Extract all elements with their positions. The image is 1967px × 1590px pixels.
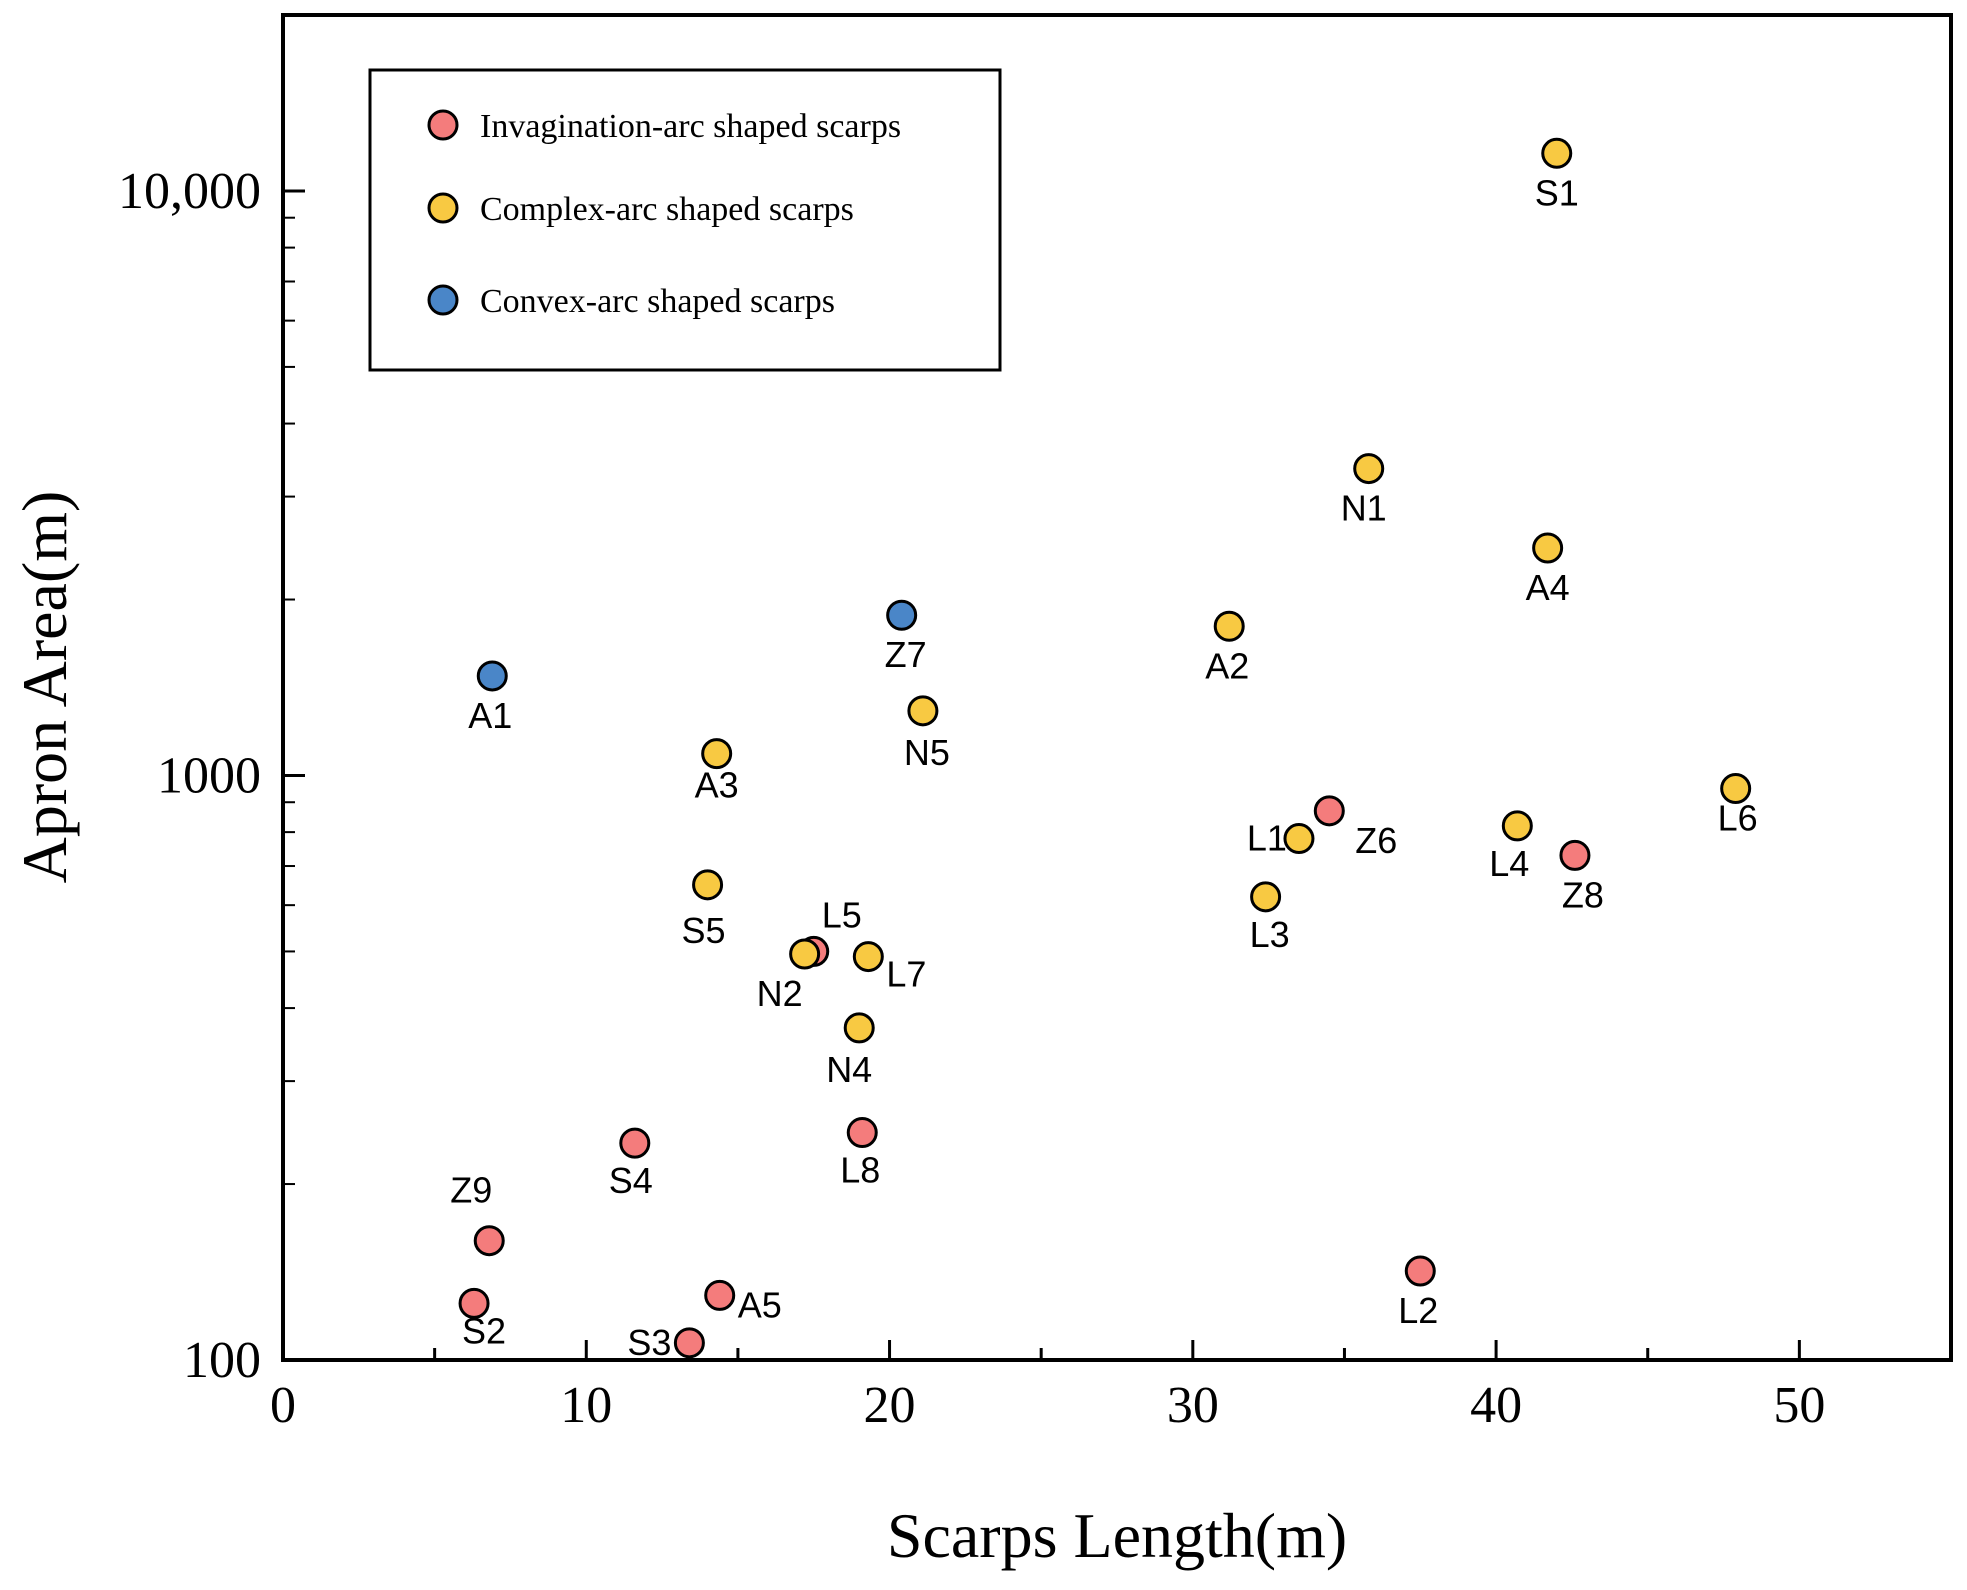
point-label-s2: S2 xyxy=(462,1310,506,1351)
data-point-z8 xyxy=(1559,839,1591,871)
point-label-a2: A2 xyxy=(1205,645,1249,686)
x-tick-label: 30 xyxy=(1167,1377,1219,1434)
x-tick-label: 20 xyxy=(864,1377,916,1434)
point-label-l1: L1 xyxy=(1247,818,1287,859)
point-label-z6: Z6 xyxy=(1355,820,1397,861)
x-axis-ticks: 0 10 20 30 40 50 xyxy=(270,1340,1953,1434)
point-label-l2: L2 xyxy=(1398,1290,1438,1331)
x-tick-label: 50 xyxy=(1773,1377,1825,1434)
data-point-s3 xyxy=(673,1327,705,1359)
point-label-l7: L7 xyxy=(886,954,926,995)
data-points: Z6 Z8 L5 L8 S4 Z9 S2 A5 S3 L2 S1 N1 A4 A2 N5 A3 L6 L4 L1 L3… xyxy=(450,137,1758,1363)
legend: Invagination-arc shaped scarps Complex-ar… xyxy=(368,68,1002,372)
point-label-s3: S3 xyxy=(627,1322,671,1363)
data-point-l1 xyxy=(1283,823,1315,855)
data-point-z7 xyxy=(886,599,918,631)
data-point-l8 xyxy=(846,1117,878,1149)
point-label-a1: A1 xyxy=(468,695,512,736)
data-point-a3 xyxy=(701,738,733,770)
y-tick-label: 10,000 xyxy=(118,163,261,220)
x-tick-label: 0 xyxy=(270,1377,296,1434)
y-tick-label: 1000 xyxy=(157,747,261,804)
data-point-a4 xyxy=(1532,532,1564,564)
point-label-s5: S5 xyxy=(682,910,726,951)
data-point-a2 xyxy=(1213,610,1245,642)
point-label-s1: S1 xyxy=(1535,172,1579,213)
data-point-l2 xyxy=(1404,1255,1436,1287)
point-label-z9: Z9 xyxy=(450,1170,492,1211)
x-tick-label: 40 xyxy=(1470,1377,1522,1434)
point-label-l4: L4 xyxy=(1489,843,1529,884)
point-label-n5: N5 xyxy=(904,732,950,773)
data-point-s1 xyxy=(1541,137,1573,169)
data-point-a1 xyxy=(476,660,508,692)
y-axis-ticks: 100 1000 10,000 xyxy=(118,14,305,1389)
data-point-s4 xyxy=(619,1127,651,1159)
plot-frame xyxy=(281,13,1953,1362)
point-label-l3: L3 xyxy=(1250,914,1290,955)
data-point-l3 xyxy=(1250,881,1282,913)
data-point-z9 xyxy=(473,1225,505,1257)
data-point-l4 xyxy=(1501,810,1533,842)
legend-box xyxy=(368,68,1002,372)
point-label-z8: Z8 xyxy=(1562,874,1604,915)
point-label-a4: A4 xyxy=(1526,567,1570,608)
point-label-n1: N1 xyxy=(1341,488,1387,529)
point-label-a5: A5 xyxy=(738,1284,782,1325)
legend-label: Invagination-arc shaped scarps xyxy=(480,108,901,145)
point-label-s4: S4 xyxy=(609,1160,653,1201)
legend-marker xyxy=(427,192,459,224)
legend-marker xyxy=(427,109,459,141)
y-axis-title: Apron Area(m) xyxy=(9,491,80,884)
x-tick-label: 10 xyxy=(560,1377,612,1434)
data-point-s2 xyxy=(458,1287,490,1319)
data-point-z6 xyxy=(1313,795,1345,827)
point-label-n2: N2 xyxy=(757,973,803,1014)
legend-label: Complex-arc shaped scarps xyxy=(480,191,854,228)
data-point-l7 xyxy=(852,941,884,973)
data-point-s5 xyxy=(692,869,724,901)
data-point-n2 xyxy=(789,938,821,970)
data-point-n5 xyxy=(907,695,939,727)
data-point-l6 xyxy=(1720,773,1752,805)
legend-label: Convex-arc shaped scarps xyxy=(480,283,835,320)
y-tick-label: 100 xyxy=(183,1332,261,1389)
point-label-n4: N4 xyxy=(826,1049,872,1090)
point-label-z7: Z7 xyxy=(885,634,927,675)
point-label-l8: L8 xyxy=(840,1150,880,1191)
data-point-n4 xyxy=(843,1012,875,1044)
data-point-n1 xyxy=(1353,453,1385,485)
x-axis-title: Scarps Length(m) xyxy=(887,1500,1347,1571)
point-label-l5: L5 xyxy=(822,894,862,935)
data-point-a5 xyxy=(704,1279,736,1311)
legend-marker xyxy=(427,284,459,316)
point-label-l6: L6 xyxy=(1718,798,1758,839)
point-label-a3: A3 xyxy=(695,765,739,806)
